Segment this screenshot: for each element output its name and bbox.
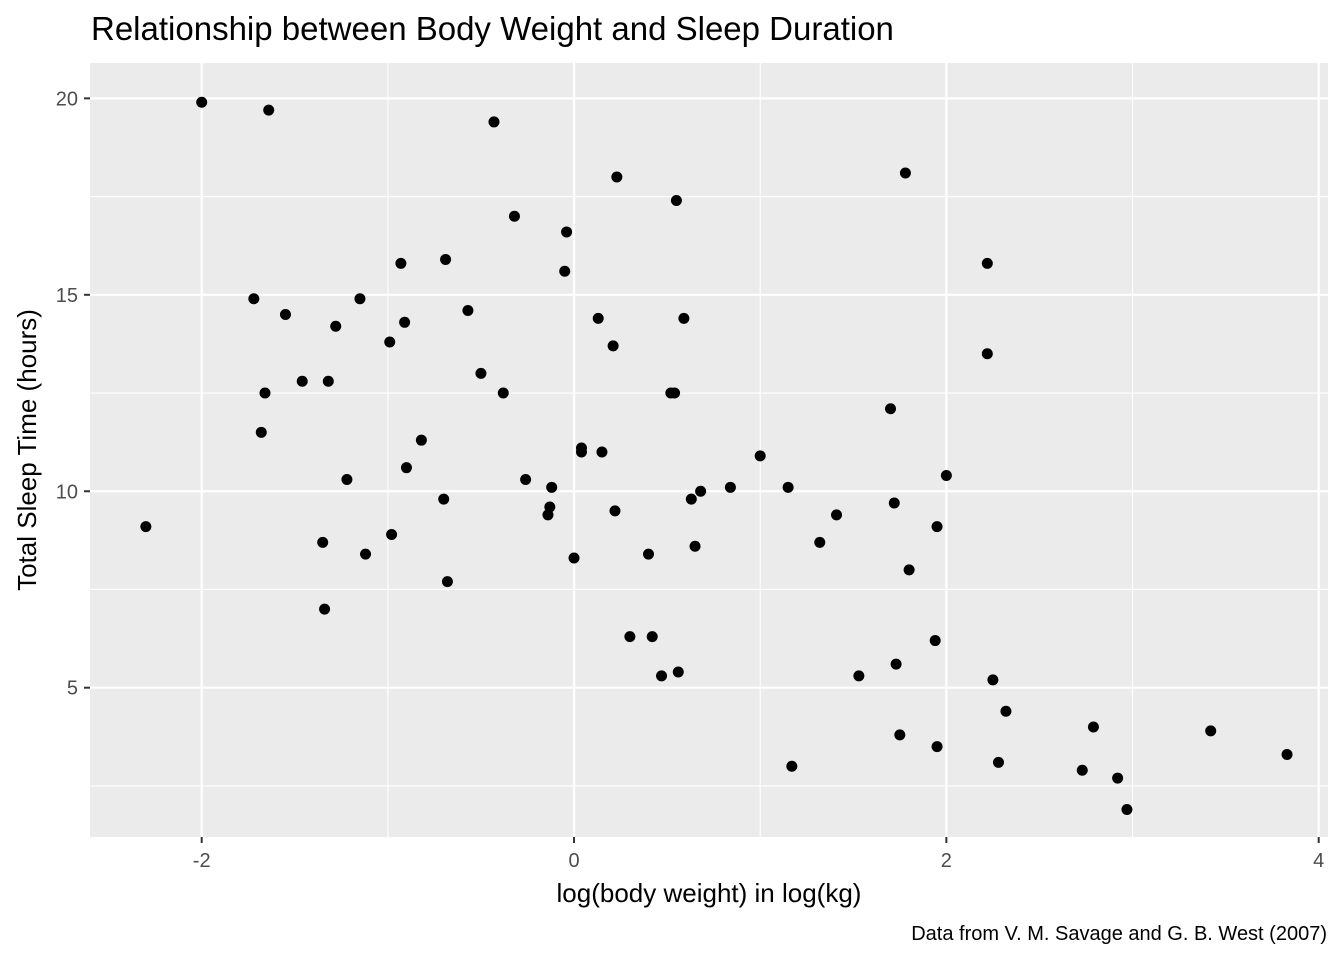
data-point <box>559 265 571 277</box>
data-point <box>646 631 658 643</box>
data-point <box>568 552 580 564</box>
data-point <box>296 375 308 387</box>
data-point <box>319 603 331 615</box>
data-point <box>475 367 487 379</box>
data-point <box>689 540 701 552</box>
x-axis-title: log(body weight) in log(kg) <box>557 878 862 908</box>
data-point <box>1121 803 1133 815</box>
chart-title: Relationship between Body Weight and Sle… <box>91 10 894 47</box>
data-point <box>724 481 736 493</box>
minor-gridlines <box>90 63 1328 837</box>
data-point <box>1000 705 1012 717</box>
y-axis: 5 10 15 20 <box>56 88 90 700</box>
major-gridlines <box>90 63 1328 837</box>
y-tick-label: 10 <box>56 481 78 503</box>
data-point <box>196 96 208 108</box>
data-point <box>894 729 906 741</box>
data-point <box>592 312 604 324</box>
y-tick-label: 15 <box>56 285 78 307</box>
data-point <box>354 293 366 305</box>
data-points <box>140 96 1293 815</box>
x-axis: -2 0 2 4 <box>193 837 1324 872</box>
data-point <box>678 312 690 324</box>
x-tick-label: 2 <box>941 850 952 872</box>
data-point <box>263 104 275 116</box>
data-point <box>782 481 794 493</box>
data-point <box>360 548 372 560</box>
data-point <box>575 446 587 458</box>
data-point <box>903 564 915 576</box>
data-point <box>341 473 353 485</box>
data-point <box>899 167 911 179</box>
data-point <box>611 171 623 183</box>
data-point <box>386 528 398 540</box>
data-point <box>259 387 271 399</box>
data-point <box>931 741 943 753</box>
y-tick-label: 5 <box>67 678 78 700</box>
data-point <box>931 521 943 533</box>
data-point <box>656 670 668 682</box>
y-axis-title: Total Sleep Time (hours) <box>12 309 42 591</box>
data-point <box>853 670 865 682</box>
data-point <box>888 497 900 509</box>
data-point <box>542 509 554 521</box>
data-point <box>940 470 952 482</box>
data-point <box>695 485 707 497</box>
data-point <box>754 450 766 462</box>
data-point <box>462 305 474 317</box>
data-point <box>279 308 291 320</box>
data-point <box>831 509 843 521</box>
data-point <box>497 387 509 399</box>
chart-caption: Data from V. M. Savage and G. B. West (2… <box>911 923 1327 945</box>
y-tick-label: 20 <box>56 88 78 110</box>
data-point <box>669 387 681 399</box>
data-point <box>330 320 342 332</box>
data-point <box>786 760 798 772</box>
data-point <box>1205 725 1217 737</box>
data-point <box>609 505 621 517</box>
data-point <box>981 348 993 360</box>
data-point <box>255 426 267 438</box>
data-point <box>885 403 897 415</box>
data-point <box>1076 764 1088 776</box>
data-point <box>546 481 558 493</box>
data-point <box>508 210 520 222</box>
data-point <box>561 226 573 238</box>
data-point <box>685 493 697 505</box>
x-tick-label: -2 <box>193 850 211 872</box>
data-point <box>981 257 993 269</box>
data-point <box>624 631 636 643</box>
data-point <box>384 336 396 348</box>
data-point <box>415 434 427 446</box>
data-point <box>322 375 334 387</box>
data-point <box>670 195 682 207</box>
data-point <box>607 340 619 352</box>
data-point <box>399 316 411 328</box>
data-point <box>438 493 450 505</box>
data-point <box>1112 772 1124 784</box>
data-point <box>814 536 826 548</box>
data-point <box>440 253 452 265</box>
data-point <box>441 576 453 588</box>
data-point <box>672 666 684 678</box>
plot-panel <box>90 63 1328 837</box>
x-tick-label: 4 <box>1313 850 1324 872</box>
x-tick-label: 0 <box>568 850 579 872</box>
data-point <box>520 473 532 485</box>
data-point <box>395 257 407 269</box>
data-point <box>929 635 941 647</box>
data-point <box>248 293 260 305</box>
data-point <box>488 116 500 128</box>
data-point <box>140 521 152 533</box>
data-point <box>987 674 999 686</box>
data-point <box>890 658 902 670</box>
data-point <box>1281 748 1293 760</box>
data-point <box>400 462 412 474</box>
data-point <box>992 756 1004 768</box>
data-point <box>1087 721 1099 733</box>
data-point <box>642 548 654 560</box>
data-point <box>317 536 329 548</box>
data-point <box>596 446 608 458</box>
